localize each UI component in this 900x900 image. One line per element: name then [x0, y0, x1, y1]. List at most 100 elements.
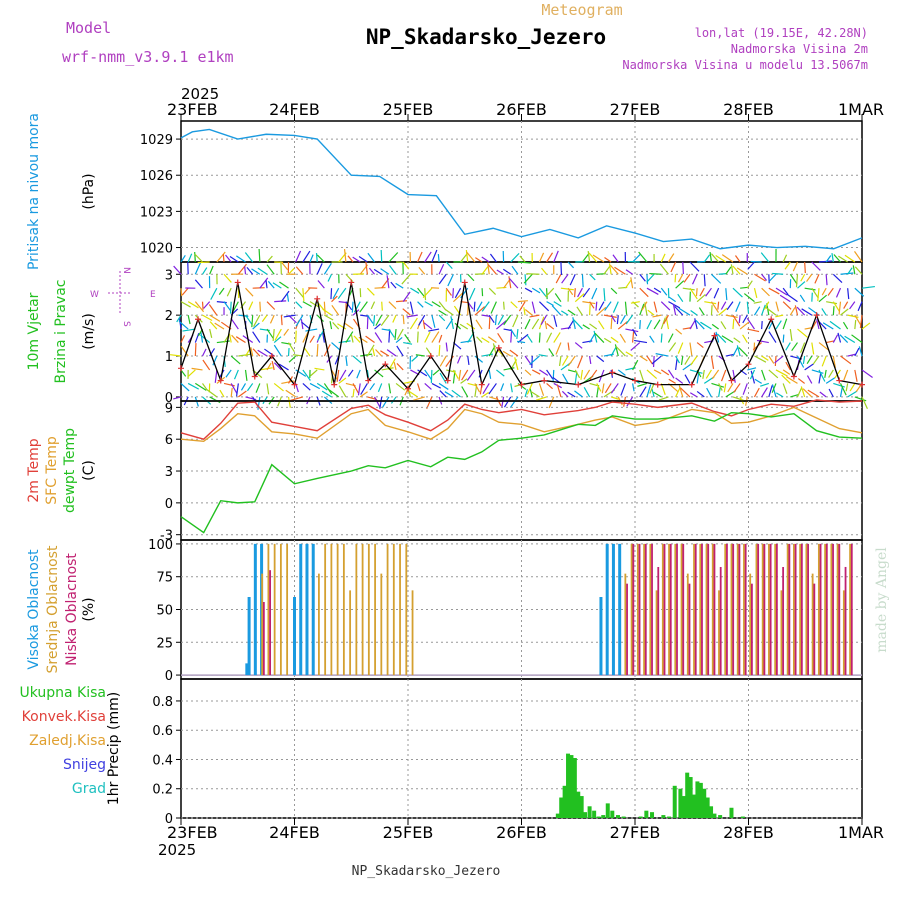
wind-arrow: [732, 346, 739, 357]
wind-arrow: [705, 369, 712, 379]
y-tick-label: 1: [165, 350, 173, 365]
wind-arrow: [497, 332, 505, 343]
wind-arrow: [639, 386, 647, 398]
wind-arrow: [786, 293, 798, 303]
wind-arrow: [818, 369, 826, 382]
wind-arrow: [739, 321, 750, 330]
wind-arrow: [360, 383, 368, 395]
wind-arrow: [274, 328, 282, 341]
wind-speed-marker: [541, 377, 548, 384]
wind-arrow: [577, 287, 583, 298]
wind-arrow: [411, 355, 418, 362]
wind-arrow: [426, 396, 433, 410]
wind-arrow: [754, 355, 767, 363]
wind-arrow: [811, 287, 819, 299]
wind-arrow: [529, 388, 533, 398]
wind-arrow: [672, 304, 677, 316]
wind-arrow: [660, 287, 668, 296]
wind-arrow: [380, 350, 390, 357]
wind-arrow: [252, 322, 260, 330]
wind-arrow: [625, 314, 634, 325]
wind-arrow: [839, 383, 847, 396]
wind-arrow: [854, 369, 858, 382]
wind-arrow: [393, 362, 397, 371]
wind-arrow: [660, 369, 670, 376]
wind-arrow: [703, 274, 706, 287]
wind-arrow: [696, 342, 704, 349]
y-axis-label: Brzina i Pravac: [53, 280, 69, 384]
wind-arrow: [743, 293, 755, 303]
wind-arrow: [202, 359, 211, 371]
wind-arrow: [510, 252, 520, 263]
wind-arrow: [337, 287, 347, 300]
wind-arrow: [736, 345, 741, 357]
wind-arrow: [689, 261, 700, 272]
wind-arrow: [328, 389, 340, 398]
wind-arrow: [332, 321, 340, 330]
wind-arrow: [804, 261, 806, 274]
wind-arrow: [567, 355, 576, 367]
wind-arrow: [245, 287, 254, 297]
wind-arrow: [392, 314, 397, 323]
wind-arrow: [173, 265, 182, 275]
wind-arrow: [771, 383, 777, 393]
wind-arrow: [288, 342, 295, 353]
wind-arrow: [352, 388, 355, 397]
wind-arrow: [481, 391, 490, 398]
wind-arrow: [689, 287, 698, 300]
wind-arrow: [677, 293, 684, 302]
wind-arrow: [194, 301, 205, 313]
wind-arrow: [675, 328, 683, 335]
precip-bar: [605, 803, 610, 818]
wind-arrow: [632, 253, 641, 263]
wind-arrow: [524, 369, 532, 376]
wind-arrow: [837, 332, 842, 343]
wind-arrow: [735, 301, 741, 312]
wind-arrow: [726, 301, 734, 311]
wind-arrow: [653, 319, 661, 330]
wind-arrow: [675, 386, 681, 398]
wind-arrow: [747, 367, 757, 371]
wind-arrow: [316, 263, 323, 275]
wind-arrow: [489, 253, 497, 263]
wind-arrow: [800, 386, 806, 398]
wind-arrow: [357, 383, 361, 396]
wind-arrow: [222, 253, 225, 263]
wind-arrow: [209, 348, 216, 357]
wind-arrow: [811, 261, 821, 271]
wind-arrow: [772, 272, 784, 275]
wind-arrow: [309, 382, 321, 390]
wind-arrow: [710, 305, 713, 316]
wind-arrow: [503, 328, 512, 332]
wind-arrow: [544, 321, 548, 330]
wind-arrow: [646, 273, 655, 283]
wind-arrow: [261, 314, 268, 322]
station-title: NP_Skadarsko_Jezero: [366, 25, 606, 49]
wind-arrow: [431, 331, 440, 343]
wind-speed-marker: [745, 361, 752, 368]
wind-arrow: [775, 320, 782, 330]
wind-arrow: [641, 301, 648, 311]
wind-arrow: [531, 301, 536, 314]
wind-arrow: [272, 282, 282, 289]
wind-arrow: [859, 315, 863, 329]
wind-arrow: [715, 331, 720, 343]
wind-arrow: [488, 287, 497, 295]
wind-arrow: [488, 317, 491, 330]
wind-arrow: [677, 273, 684, 283]
wind-arrow: [574, 293, 585, 303]
wind-arrow: [674, 274, 677, 283]
series-line-2: [180, 411, 863, 534]
wind-arrow: [832, 355, 836, 368]
wind-arrow: [295, 250, 302, 263]
wind-arrow: [817, 288, 820, 302]
wind-arrow: [322, 308, 332, 316]
wind-arrow: [625, 328, 639, 333]
wind-arrow: [649, 272, 662, 275]
wind-arrow: [733, 383, 741, 393]
wind-arrow: [667, 253, 675, 263]
wind-arrow: [526, 273, 540, 275]
bottom-time-label: 27FEB: [610, 823, 661, 842]
wind-arrow: [847, 390, 858, 398]
wind-arrow: [481, 265, 490, 275]
